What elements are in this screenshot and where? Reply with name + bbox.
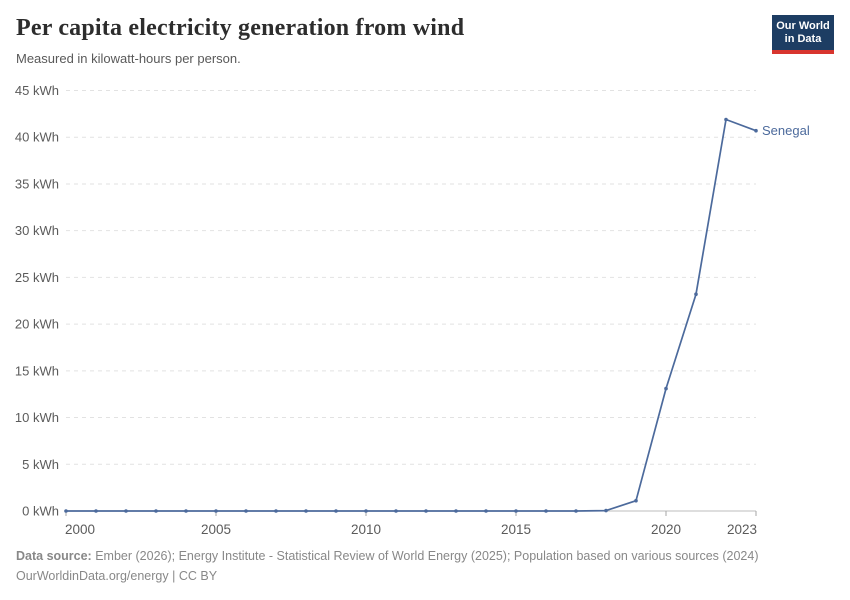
data-point[interactable]	[544, 509, 548, 513]
y-axis-tick-label: 15 kWh	[15, 363, 59, 378]
data-point[interactable]	[484, 509, 488, 513]
x-axis-tick-label: 2023	[727, 522, 757, 537]
footer-license-link[interactable]: CC BY	[178, 569, 218, 583]
data-point[interactable]	[334, 509, 338, 513]
y-axis-tick-label: 5 kWh	[22, 457, 59, 472]
y-axis-tick-label: 0 kWh	[22, 504, 59, 519]
data-point[interactable]	[394, 509, 398, 513]
data-point[interactable]	[724, 117, 728, 122]
data-source-label: Data source:	[16, 549, 92, 563]
data-point[interactable]	[514, 509, 518, 513]
data-point[interactable]	[124, 509, 128, 513]
x-axis-tick-label: 2010	[351, 522, 381, 537]
data-source-line: Data source: Ember (2026); Energy Instit…	[16, 546, 759, 566]
data-point[interactable]	[184, 509, 188, 513]
data-point[interactable]	[574, 509, 578, 513]
data-point[interactable]	[274, 509, 278, 513]
data-source-text: Ember (2026); Energy Institute - Statist…	[91, 549, 759, 563]
owid-logo[interactable]: Our World in Data	[772, 15, 834, 54]
owid-logo-line-2: in Data	[784, 33, 822, 45]
y-axis-tick-label: 30 kWh	[15, 223, 59, 238]
license-line: OurWorldinData.org/energy | CC BY	[16, 566, 759, 586]
data-point[interactable]	[214, 509, 218, 513]
data-point[interactable]	[304, 509, 308, 513]
data-point[interactable]	[364, 509, 368, 513]
owid-logo-line-1: Our World	[776, 20, 830, 32]
data-point[interactable]	[454, 509, 458, 513]
page-title: Per capita electricity generation from w…	[16, 15, 465, 41]
x-axis-tick-label: 2005	[201, 522, 231, 537]
data-point[interactable]	[754, 128, 758, 133]
data-point[interactable]	[64, 509, 68, 513]
data-point[interactable]	[94, 509, 98, 513]
data-point[interactable]	[424, 509, 428, 513]
data-point[interactable]	[604, 508, 608, 513]
data-point[interactable]	[694, 292, 698, 297]
y-axis-tick-label: 35 kWh	[15, 176, 59, 191]
y-axis-tick-label: 25 kWh	[15, 270, 59, 285]
entity-label-senegal[interactable]: Senegal	[762, 123, 810, 138]
series-line-senegal[interactable]	[65, 118, 757, 512]
data-point[interactable]	[154, 509, 158, 513]
footer-url-link[interactable]: OurWorldinData.org/energy	[16, 569, 169, 583]
footer-separator: |	[168, 569, 179, 583]
x-axis-tick-label: 2020	[651, 522, 681, 537]
y-axis-tick-label: 20 kWh	[15, 317, 59, 332]
data-point[interactable]	[664, 386, 668, 391]
x-axis-tick-label: 2000	[65, 522, 95, 537]
chart-footer: Data source: Ember (2026); Energy Instit…	[16, 546, 759, 586]
x-axis-tick-label: 2015	[501, 522, 531, 537]
y-axis-tick-label: 45 kWh	[15, 83, 59, 98]
data-point[interactable]	[634, 498, 638, 503]
y-axis-tick-label: 40 kWh	[15, 130, 59, 145]
chart-subtitle: Measured in kilowatt-hours per person.	[16, 51, 241, 66]
data-point[interactable]	[244, 509, 248, 513]
y-axis-tick-label: 10 kWh	[15, 410, 59, 425]
